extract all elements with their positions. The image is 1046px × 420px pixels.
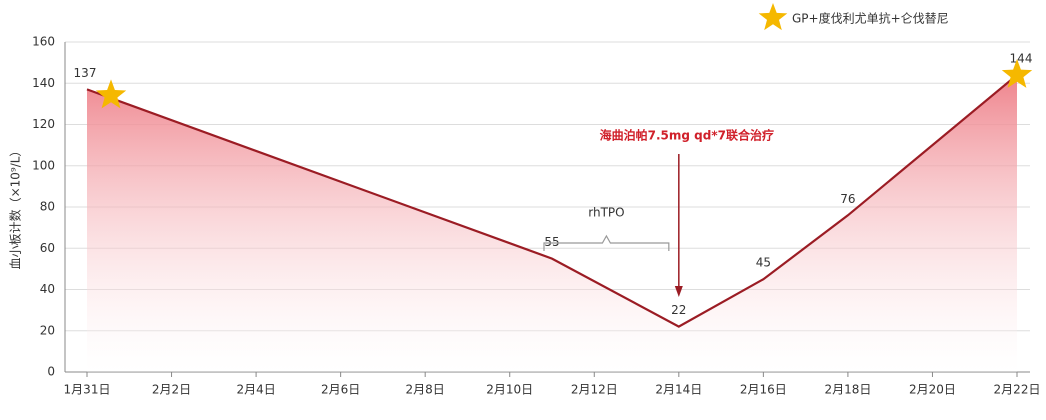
- value-label: 144: [1010, 52, 1033, 66]
- x-tick-label: 2月16日: [740, 383, 787, 397]
- annotation-text: rhTPO: [588, 206, 624, 220]
- y-tick-label: 100: [32, 158, 55, 172]
- y-tick-label: 140: [32, 76, 55, 90]
- x-tick-label: 2月4日: [236, 383, 275, 397]
- legend-label: GP+度伐利尤单抗+仑伐替尼: [792, 11, 949, 26]
- legend-star: [758, 3, 788, 31]
- y-tick-label: 120: [32, 117, 55, 131]
- x-tick-label: 1月31日: [64, 383, 111, 397]
- y-axis-label: 血小板计数（×10⁹/L）: [8, 145, 23, 270]
- value-label: 22: [671, 303, 686, 317]
- x-tick-label: 2月6日: [321, 383, 360, 397]
- y-tick-label: 0: [47, 365, 55, 379]
- y-tick-label: 20: [40, 323, 55, 337]
- value-label: 76: [840, 192, 855, 206]
- star-marker: [95, 79, 127, 109]
- y-tick-label: 40: [40, 282, 55, 296]
- x-tick-label: 2月14日: [655, 383, 702, 397]
- x-tick-label: 2月12日: [571, 383, 618, 397]
- x-tick-label: 2月10日: [486, 383, 533, 397]
- y-tick-label: 160: [32, 35, 55, 49]
- area: [87, 75, 1017, 372]
- annotation-text: 海曲泊帕7.5mg qd*7联合治疗: [600, 128, 774, 143]
- x-tick-label: 2月18日: [824, 383, 871, 397]
- x-tick-label: 2月8日: [406, 383, 445, 397]
- x-tick-label: 2月2日: [152, 383, 191, 397]
- value-label: 45: [756, 256, 771, 270]
- value-label: 137: [74, 66, 97, 80]
- star-marker: [1001, 59, 1033, 88]
- x-tick-label: 2月22日: [994, 383, 1041, 397]
- arrow-head: [674, 286, 683, 297]
- line: [86, 74, 1018, 328]
- bracket: [543, 234, 670, 251]
- y-tick-label: 80: [40, 200, 55, 214]
- x-tick-label: 2月20日: [909, 383, 956, 397]
- value-label: 55: [544, 235, 559, 249]
- y-tick-label: 60: [40, 241, 55, 255]
